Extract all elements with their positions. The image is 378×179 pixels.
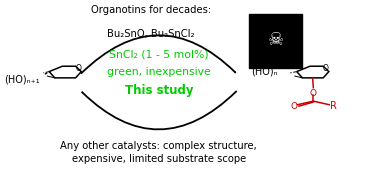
Text: ☠: ☠	[268, 31, 284, 49]
Text: O: O	[290, 102, 297, 111]
Text: (HO)ₙ: (HO)ₙ	[251, 67, 278, 77]
FancyBboxPatch shape	[249, 14, 302, 68]
Text: Organotins for decades:: Organotins for decades:	[91, 5, 211, 15]
Text: Any other catalysts: complex structure,
expensive, limited substrate scope: Any other catalysts: complex structure, …	[60, 141, 257, 164]
FancyArrowPatch shape	[82, 91, 236, 129]
Text: This study: This study	[124, 84, 193, 97]
Text: O: O	[75, 64, 81, 73]
Text: R: R	[330, 101, 336, 111]
Text: SnCl₂ (1 - 5 mol%): SnCl₂ (1 - 5 mol%)	[109, 50, 209, 60]
Text: O: O	[310, 90, 317, 98]
Text: (HO)ₙ₊₁: (HO)ₙ₊₁	[4, 75, 39, 85]
FancyArrowPatch shape	[81, 35, 235, 73]
Text: Bu₂SnO, Bu₂SnCl₂: Bu₂SnO, Bu₂SnCl₂	[107, 29, 195, 39]
Text: O: O	[323, 64, 329, 73]
Text: green, inexpensive: green, inexpensive	[107, 67, 211, 78]
